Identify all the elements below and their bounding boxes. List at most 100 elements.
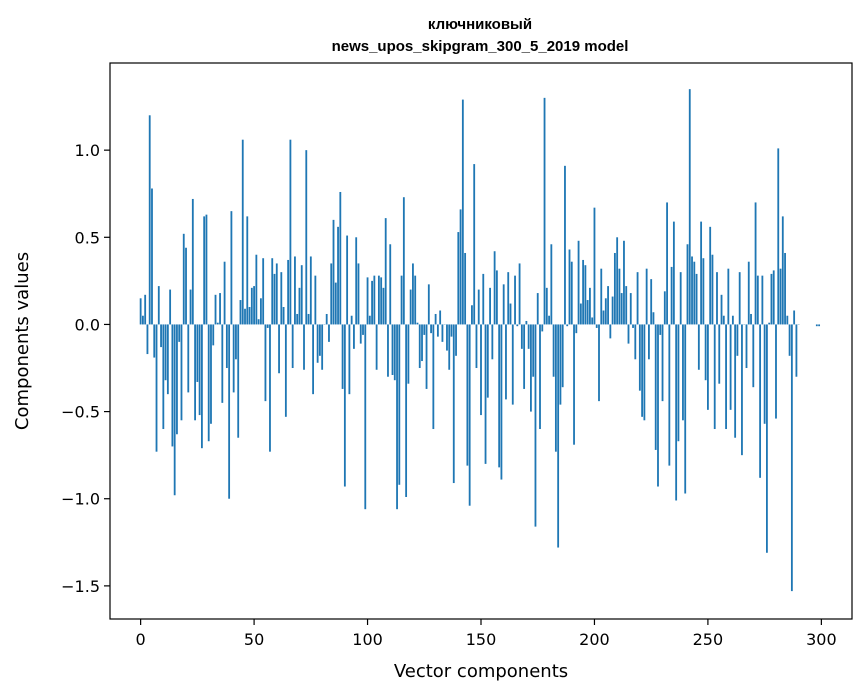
- bar-166: [516, 324, 519, 327]
- bar-172: [530, 324, 532, 412]
- bar-261: [731, 315, 734, 325]
- bar-257: [722, 315, 725, 325]
- bar-70: [298, 287, 301, 325]
- bar-192: [575, 324, 578, 334]
- bar-135: [446, 324, 448, 351]
- bar-183: [554, 324, 557, 452]
- bar-38: [225, 324, 228, 369]
- bar-125: [423, 324, 426, 335]
- bar-149: [477, 289, 480, 325]
- bar-44: [239, 300, 242, 325]
- bar-131: [436, 324, 439, 337]
- bar-106: [380, 277, 383, 325]
- bar-73: [305, 150, 308, 325]
- bar-272: [756, 275, 759, 325]
- bar-220: [638, 324, 641, 391]
- bar-164: [511, 324, 514, 405]
- bar-97: [359, 324, 362, 344]
- bar-248: [702, 258, 705, 325]
- chart-title-line2: news_upos_skipgram_300_5_2019 model: [332, 38, 629, 55]
- bar-1: [141, 315, 144, 325]
- bar-107: [382, 287, 385, 325]
- bar-195: [582, 259, 585, 325]
- bar-104: [375, 324, 378, 370]
- bar-250: [707, 324, 709, 410]
- bar-198: [589, 287, 591, 325]
- bar-282: [779, 268, 782, 325]
- bar-13: [169, 289, 172, 325]
- bar-159: [500, 324, 503, 480]
- bar-71: [300, 265, 303, 325]
- bar-68: [294, 256, 296, 325]
- bar-90: [343, 324, 346, 487]
- bar-98: [362, 324, 364, 335]
- bar-191: [573, 324, 575, 445]
- bar-126: [425, 324, 428, 389]
- bar-77: [314, 275, 317, 325]
- bar-9: [160, 324, 162, 348]
- bar-115: [400, 275, 403, 325]
- bar-211: [618, 268, 621, 325]
- bar-105: [377, 275, 380, 325]
- bar-278: [770, 273, 773, 325]
- x-tick-label: 150: [466, 630, 497, 649]
- bar-26: [198, 324, 201, 416]
- bar-167: [518, 263, 521, 325]
- bar-226: [652, 312, 655, 325]
- bar-238: [679, 272, 682, 325]
- bar-108: [384, 218, 387, 325]
- bar-173: [532, 324, 535, 377]
- bar-50: [253, 286, 255, 325]
- bar-231: [663, 291, 666, 325]
- bar-219: [636, 272, 639, 325]
- bar-45: [241, 139, 244, 325]
- bar-109: [387, 324, 389, 377]
- bar-243: [691, 256, 693, 325]
- bar-59: [273, 273, 276, 325]
- bar-227: [654, 324, 657, 450]
- bar-153: [486, 324, 489, 398]
- bar-269: [750, 313, 752, 325]
- bar-5: [151, 188, 153, 325]
- bar-216: [629, 293, 632, 325]
- bar-156: [493, 251, 496, 325]
- bar-174: [534, 324, 537, 527]
- bar-258: [725, 324, 727, 430]
- bar-284: [784, 252, 786, 325]
- bar-6: [153, 324, 156, 358]
- bar-236: [675, 324, 678, 501]
- bar-176: [539, 324, 541, 430]
- bar-283: [781, 216, 784, 325]
- bar-64: [284, 324, 287, 417]
- bar-34: [216, 322, 219, 325]
- bar-48: [248, 307, 251, 325]
- bar-92: [348, 324, 351, 395]
- bar-143: [464, 252, 467, 325]
- bar-123: [418, 324, 421, 369]
- bar-36: [221, 324, 224, 403]
- bar-99: [364, 324, 367, 510]
- bar-129: [432, 324, 435, 430]
- bar-27: [200, 324, 203, 449]
- bar-136: [448, 324, 451, 370]
- bar-228: [657, 324, 659, 487]
- bar-237: [677, 324, 680, 442]
- bar-30: [207, 324, 210, 442]
- bar-161: [505, 324, 507, 400]
- bar-158: [498, 324, 501, 468]
- bar-155: [491, 324, 494, 360]
- bar-251: [709, 226, 712, 325]
- x-tick-label: 50: [244, 630, 264, 649]
- x-tick-label: 200: [579, 630, 610, 649]
- bar-207: [609, 324, 612, 339]
- bar-260: [729, 324, 732, 410]
- bar-62: [280, 272, 283, 325]
- bar-241: [686, 244, 689, 325]
- bar-20: [185, 247, 187, 325]
- bar-210: [616, 237, 619, 325]
- plot-area-frame: [109, 62, 853, 620]
- bar-144: [466, 324, 469, 466]
- bar-271: [754, 202, 757, 325]
- bar-84: [330, 263, 333, 325]
- bar-209: [613, 252, 616, 325]
